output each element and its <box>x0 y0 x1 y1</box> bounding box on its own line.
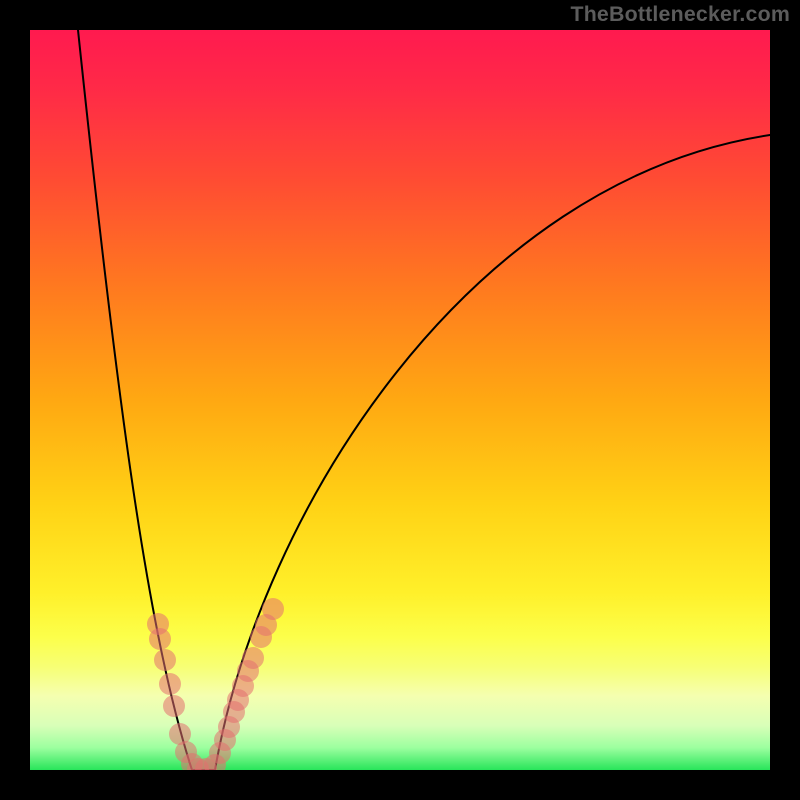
data-marker <box>159 673 181 695</box>
bottleneck-chart <box>0 0 800 800</box>
watermark-text: TheBottlenecker.com <box>570 2 790 27</box>
chart-plot-area <box>30 30 770 770</box>
chart-stage: TheBottlenecker.com <box>0 0 800 800</box>
data-marker <box>163 695 185 717</box>
data-marker <box>149 628 171 650</box>
data-marker <box>154 649 176 671</box>
data-marker <box>262 598 284 620</box>
data-marker <box>242 647 264 669</box>
